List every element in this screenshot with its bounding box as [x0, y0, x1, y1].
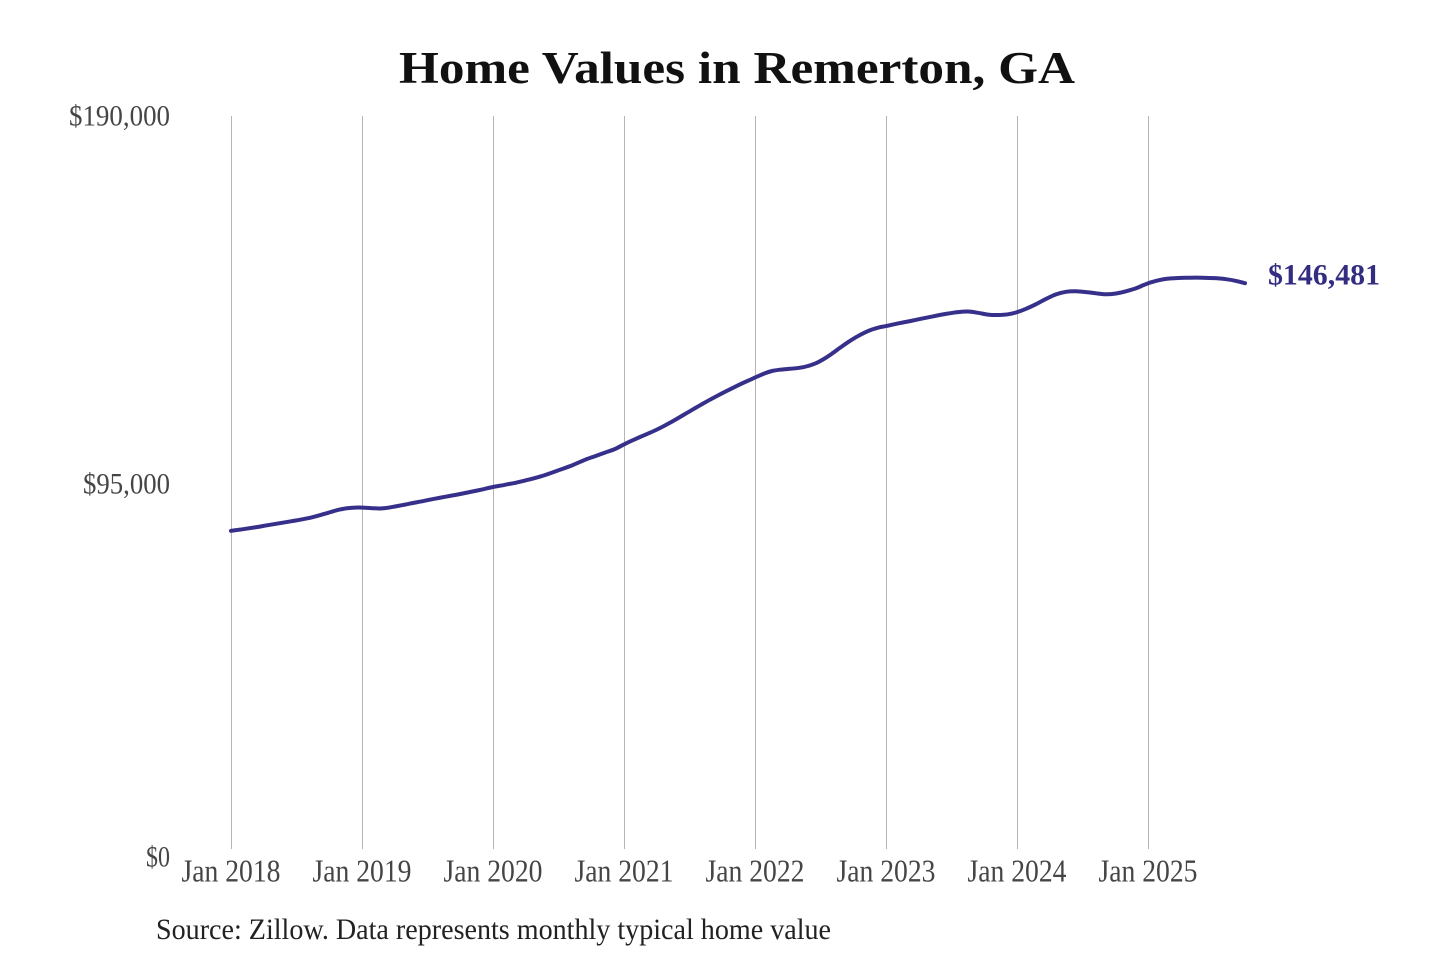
svg-text:$190,000: $190,000: [69, 100, 170, 133]
svg-text:Jan 2022: Jan 2022: [706, 853, 805, 889]
svg-text:Jan 2019: Jan 2019: [313, 853, 412, 889]
svg-text:Jan 2025: Jan 2025: [1099, 853, 1198, 889]
svg-text:$146,481: $146,481: [1268, 259, 1380, 292]
svg-text:Jan 2018: Jan 2018: [182, 853, 281, 889]
svg-text:Jan 2021: Jan 2021: [575, 853, 674, 889]
svg-text:$95,000: $95,000: [83, 468, 170, 501]
svg-text:Jan 2024: Jan 2024: [968, 853, 1067, 889]
svg-text:Home Values in Remerton, GA: Home Values in Remerton, GA: [399, 43, 1076, 93]
svg-text:Source: Zillow. Data represent: Source: Zillow. Data represents monthly …: [156, 913, 831, 946]
svg-text:$0: $0: [146, 841, 170, 874]
svg-text:Jan 2023: Jan 2023: [837, 853, 936, 889]
svg-text:Jan 2020: Jan 2020: [444, 853, 543, 889]
